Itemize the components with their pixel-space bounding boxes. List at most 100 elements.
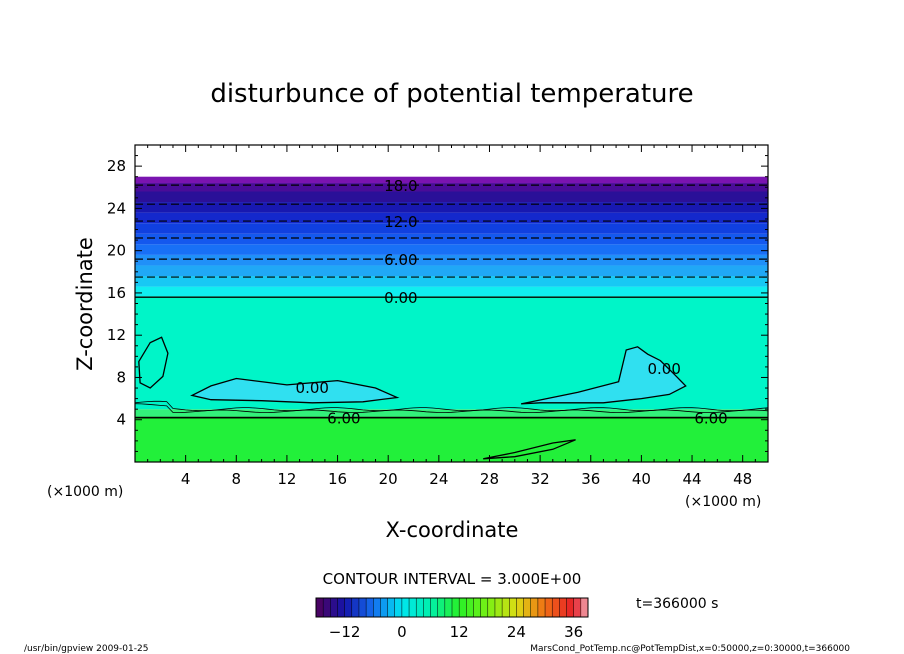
feature-label-0: 0.00: [296, 379, 329, 397]
plot-area: 18.012.06.000.006.00 6.000.000.004 8 12 16 20…: [107, 144, 769, 488]
colorbar-cell: [430, 598, 439, 617]
y-tick-label-8: 8: [116, 368, 126, 386]
colorbar-tick-24: 24: [507, 623, 526, 641]
wavy-contour-0: [134, 400, 769, 412]
contour-label-7: 6.00: [327, 410, 360, 428]
colorbar-cell: [351, 598, 360, 617]
contour-label-8: 6.00: [694, 410, 727, 428]
feature-contour-0: [190, 377, 400, 404]
x-tick-label-36: 36: [581, 470, 600, 488]
y-tick-label-24: 24: [107, 199, 126, 217]
color-band-4: [135, 276, 768, 287]
colorbar-cell: [409, 598, 417, 617]
color-band-1: [135, 409, 768, 417]
x-tick-label-16: 16: [328, 470, 347, 488]
colorbar-tick-12: 12: [450, 623, 469, 641]
colorbar-cell: [573, 598, 582, 617]
x-tick-label-8: 8: [232, 470, 242, 488]
colorbar-cell: [373, 598, 381, 617]
contour-label-4: 6.00: [384, 251, 417, 269]
colorbar-cell: [323, 598, 331, 617]
colorbar-cell: [552, 598, 560, 617]
contour-label-0: 18.0: [384, 177, 417, 195]
x-axis-label: X-coordinate: [386, 518, 519, 542]
colorbar-cell: [394, 598, 403, 617]
color-band-8: [135, 233, 768, 245]
colorbar-cell: [387, 598, 396, 617]
colorbar-tick--12: −12: [329, 623, 361, 641]
colorbar-cell: [366, 598, 374, 617]
x-tick-label-12: 12: [277, 470, 296, 488]
color-band-7: [135, 244, 768, 255]
x-axis-unit: (×1000 m): [685, 494, 761, 510]
colorbar-cell: [545, 598, 553, 617]
colorbar-cell: [473, 598, 482, 617]
colorbar-frame: [315, 597, 589, 618]
x-tick-label-44: 44: [682, 470, 701, 488]
color-band-5: [135, 265, 768, 277]
colorbar-cell: [502, 598, 510, 617]
color-band-3: [135, 286, 768, 297]
colorbar-cell: [330, 598, 338, 617]
x-tick-label-24: 24: [429, 470, 448, 488]
colorbar-cell: [537, 598, 546, 617]
colorbar-cell: [487, 598, 496, 617]
colorbar-tick-0: 0: [397, 623, 407, 641]
colorbar-cell: [494, 598, 503, 617]
colorbar-cell: [523, 598, 532, 617]
color-band-12: [135, 191, 768, 203]
colorbar-cell: [423, 598, 431, 617]
colorbar-cell: [580, 598, 589, 617]
colorbar: −12 0 12 24 36: [315, 597, 589, 641]
contour-interval-text: CONTOUR INTERVAL = 3.000E+00: [323, 570, 582, 588]
footer-left: /usr/bin/gpview 2009-01-25: [24, 644, 148, 654]
y-tick-label-20: 20: [107, 242, 126, 260]
colorbar-cell: [380, 598, 388, 617]
chart-title: disturbunce of potential temperature: [210, 79, 693, 109]
y-tick-label-4: 4: [116, 411, 126, 429]
color-band-9: [135, 223, 768, 234]
y-tick-label-16: 16: [107, 284, 126, 302]
colorbar-cell: [437, 598, 446, 617]
x-tick-label-28: 28: [480, 470, 499, 488]
color-band-11: [135, 202, 768, 213]
colorbar-cell: [459, 598, 467, 617]
colorbar-cell: [452, 598, 460, 617]
feature-label-1: 0.00: [647, 360, 680, 378]
time-text: t=366000 s: [636, 596, 718, 612]
colorbar-cell: [516, 598, 524, 617]
colorbar-cell: [466, 598, 474, 617]
color-band-6: [135, 254, 768, 266]
color-band-14: [135, 176, 768, 184]
colorbar-cell: [566, 598, 575, 617]
color-band-0: [135, 416, 768, 462]
color-band-13: [135, 183, 768, 192]
colorbar-cell: [316, 598, 324, 617]
y-axis-label: Z-coordinate: [73, 237, 97, 371]
contour-label-6: 0.00: [384, 289, 417, 307]
colorbar-cell: [530, 598, 539, 617]
x-tick-label-40: 40: [632, 470, 651, 488]
feature-contour-1: [520, 346, 687, 405]
wavy-contour-1: [134, 403, 769, 413]
y-axis-unit: (×1000 m): [47, 484, 123, 500]
colorbar-cell: [480, 598, 489, 617]
colorbar-cell: [337, 598, 346, 617]
colorbar-cell: [509, 598, 517, 617]
colorbar-cell: [358, 598, 367, 617]
colorbar-cell: [559, 598, 567, 617]
colorbar-cell: [416, 598, 424, 617]
contour-label-2: 12.0: [384, 213, 417, 231]
feature-contour-2: [138, 336, 169, 389]
y-tick-label-12: 12: [107, 326, 126, 344]
colorbar-cell: [401, 598, 410, 617]
footer-right: MarsCond_PotTemp.nc@PotTempDist,x=0:5000…: [530, 644, 850, 654]
colorbar-cell: [444, 598, 453, 617]
colorbar-cell: [344, 598, 353, 617]
colorbar-tick-36: 36: [564, 623, 583, 641]
feature-contour-3: [483, 439, 576, 460]
x-tick-label-48: 48: [733, 470, 752, 488]
x-tick-label-32: 32: [531, 470, 550, 488]
color-band-10: [135, 212, 768, 224]
